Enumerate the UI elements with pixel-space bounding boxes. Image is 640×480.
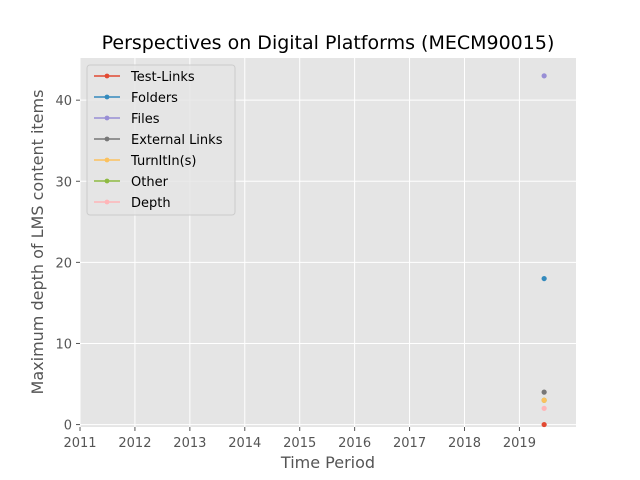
x-tick-label: 2014 bbox=[228, 436, 261, 451]
legend-marker bbox=[104, 136, 110, 142]
legend-item-test-links: Test-Links bbox=[94, 70, 195, 85]
x-tick-label: 2012 bbox=[118, 436, 151, 451]
legend-label: Test-Links bbox=[130, 70, 195, 85]
legend-label: Depth bbox=[131, 196, 171, 211]
legend-label: External Links bbox=[131, 133, 223, 148]
y-tick-label: 30 bbox=[55, 175, 72, 190]
y-tick-label: 0 bbox=[64, 419, 72, 434]
chart-title: Perspectives on Digital Platforms (MECM9… bbox=[102, 32, 555, 54]
y-tick-label: 20 bbox=[55, 256, 72, 271]
data-point-turnitin-s bbox=[541, 397, 547, 403]
legend-marker bbox=[104, 73, 110, 79]
legend-item-folders: Folders bbox=[94, 91, 178, 106]
x-tick-label: 2016 bbox=[338, 436, 371, 451]
data-point-test-links bbox=[541, 421, 547, 428]
y-axis: 0 10 20 30 40 bbox=[55, 94, 80, 434]
x-tick-label: 2011 bbox=[63, 436, 96, 451]
data-points bbox=[541, 73, 547, 428]
legend-marker bbox=[104, 115, 110, 121]
y-axis-label: Maximum depth of LMS content items bbox=[28, 90, 47, 395]
data-point-external-links bbox=[541, 389, 547, 395]
legend-item-files: Files bbox=[94, 112, 160, 127]
legend-marker bbox=[104, 178, 110, 184]
legend-item-external-links: External Links bbox=[94, 133, 223, 148]
x-tick-label: 2013 bbox=[173, 436, 206, 451]
data-point-depth bbox=[541, 405, 547, 411]
legend-marker bbox=[104, 94, 110, 100]
legend-label: Files bbox=[131, 112, 160, 127]
legend-marker bbox=[104, 157, 110, 163]
legend-label: Other bbox=[131, 175, 169, 190]
legend: Test-Links Folders Files External Links Turn… bbox=[86, 64, 236, 216]
legend-marker bbox=[104, 199, 110, 205]
legend-label: TurnItIn(s) bbox=[130, 154, 196, 169]
y-tick-label: 40 bbox=[55, 94, 72, 109]
data-point-files bbox=[541, 73, 547, 79]
legend-item-turnitin-s: TurnItIn(s) bbox=[94, 154, 196, 169]
y-tick-label: 10 bbox=[55, 337, 72, 352]
x-axis: 2011 2012 2013 2014 2015 2016 2017 2018 2019 bbox=[63, 427, 536, 451]
x-tick-label: 2019 bbox=[503, 436, 536, 451]
x-tick-label: 2017 bbox=[393, 436, 426, 451]
data-point-folders bbox=[541, 275, 547, 282]
legend-item-depth: Depth bbox=[94, 196, 171, 211]
legend-box bbox=[86, 64, 236, 216]
x-tick-label: 2015 bbox=[283, 436, 316, 451]
x-tick-label: 2018 bbox=[448, 436, 481, 451]
legend-label: Folders bbox=[131, 91, 178, 106]
legend-item-other: Other bbox=[94, 175, 169, 190]
x-axis-label: Time Period bbox=[280, 453, 375, 472]
